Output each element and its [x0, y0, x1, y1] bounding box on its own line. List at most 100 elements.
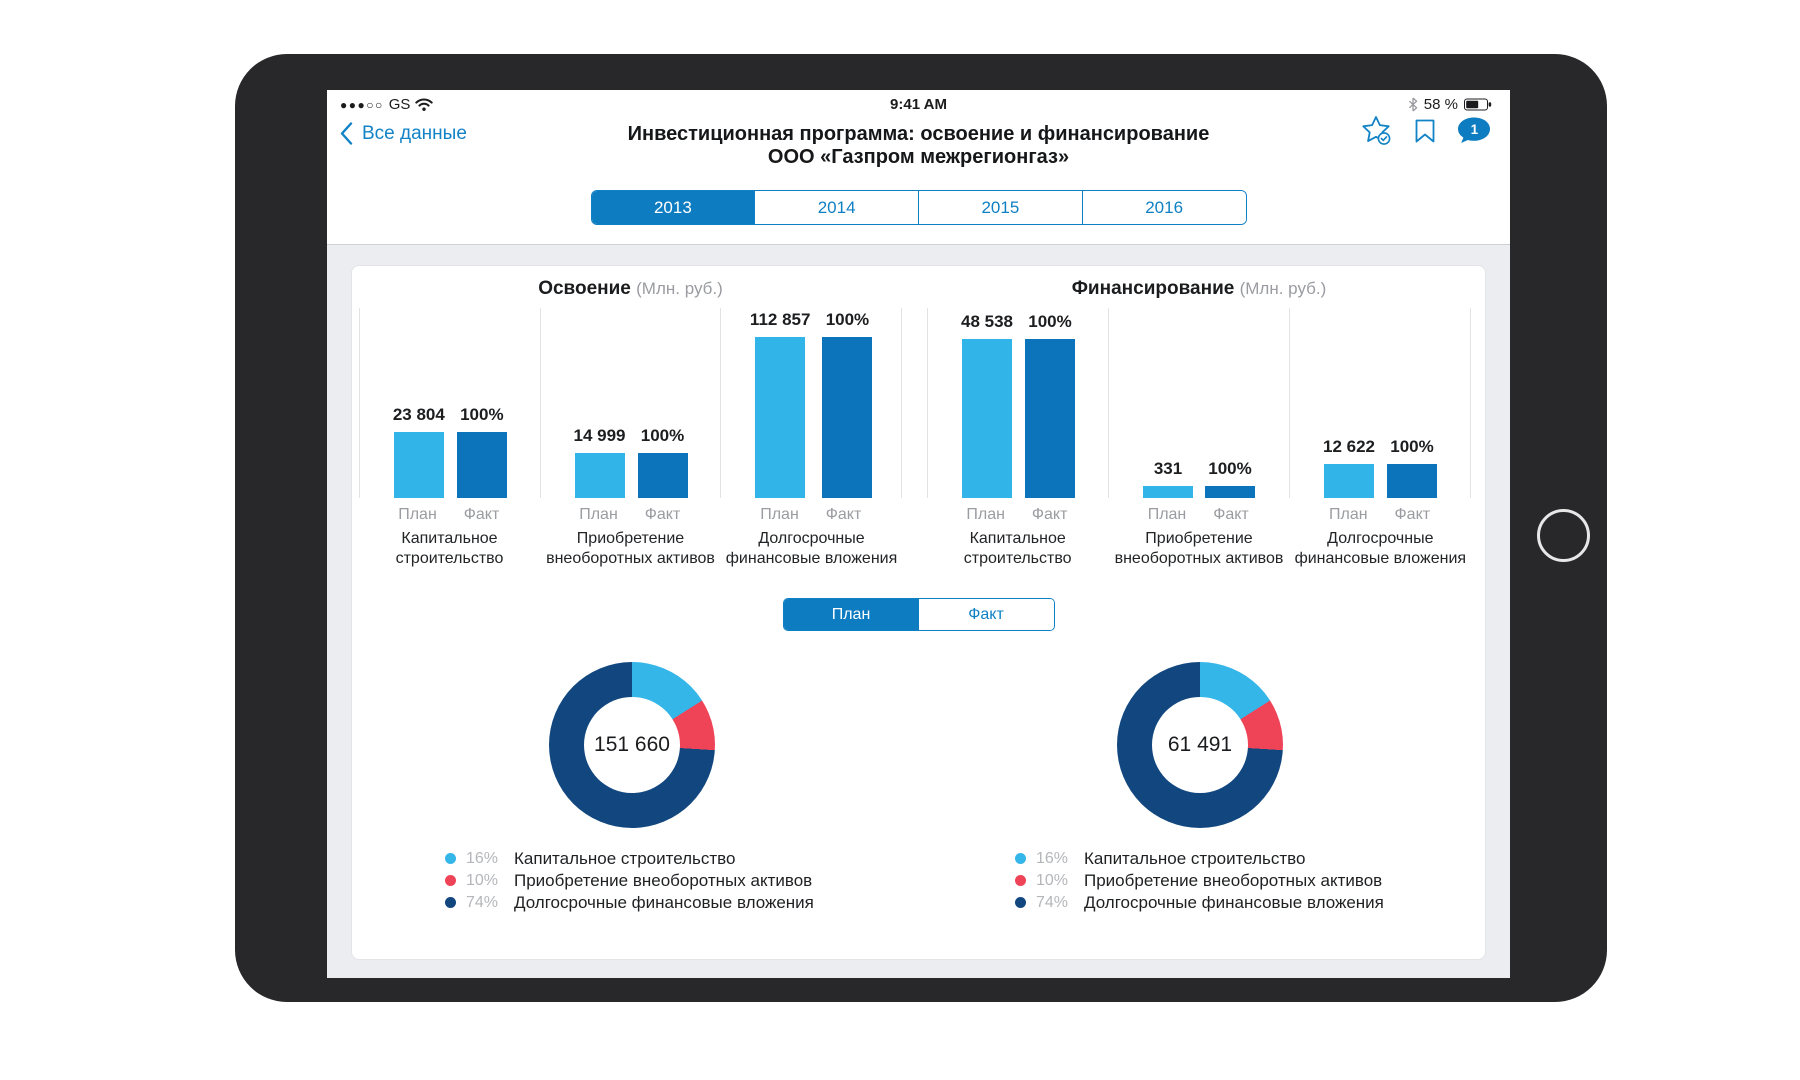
status-time: 9:41 AM — [890, 96, 947, 113]
bar-plot: 48 538 100% 331 100% 12 — [927, 308, 1471, 498]
bar-value-label: 100% — [1390, 437, 1434, 456]
legend-label: Приобретение внеоборотных активов — [514, 870, 813, 890]
bar-value-label: 100% — [1028, 312, 1072, 331]
toggle-option-fact[interactable]: Факт — [918, 599, 1054, 630]
legend-item: 16% Капитальное строительство — [1015, 848, 1384, 868]
page-title-line1: Инвестиционная программа: освоение и фин… — [627, 123, 1210, 145]
donut-chart-osvoenie[interactable]: 151 660 — [549, 662, 715, 828]
comment-count-badge: 1 — [1471, 122, 1479, 137]
legend-item: 74% Долгосрочные финансовые вложения — [1015, 892, 1384, 912]
legend-dot-red — [445, 875, 456, 886]
bar-fact[interactable] — [1205, 486, 1255, 498]
legend-dot-blue — [445, 853, 456, 864]
donut-legend-right: 16% Капитальное строительство 10% Приобр… — [1015, 848, 1384, 912]
bar-plan[interactable] — [393, 432, 444, 498]
tab-year-2015[interactable]: 2015 — [918, 191, 1082, 224]
home-button[interactable] — [1537, 509, 1590, 562]
chart-unit: (Млн. руб.) — [1239, 279, 1327, 298]
bar-value-label: 100% — [460, 405, 504, 424]
donut-center-value: 61 491 — [1152, 697, 1248, 793]
category-labels: Капитальное строительство Приобретение в… — [395, 530, 898, 567]
series-axis-labels: План Факт План Факт План Факт — [398, 506, 862, 523]
legend-percent: 74% — [1036, 893, 1069, 911]
bar-plan[interactable] — [1324, 464, 1374, 498]
content-area: Освоение (Млн. руб.) 23 804 100% 14 999 — [327, 245, 1510, 978]
bar-plan[interactable] — [574, 453, 625, 498]
legend-label: Долгосрочные финансовые вложения — [514, 892, 814, 912]
bar-value-label: 331 — [1153, 459, 1183, 478]
page-title-line2: ООО «Газпром межрегионгаз» — [767, 146, 1070, 168]
legend-percent: 10% — [1036, 871, 1069, 889]
donut-legend-left: 16% Капитальное строительство 10% Приобр… — [445, 848, 814, 912]
bar-plot: 23 804 100% 14 999 100% — [359, 308, 903, 498]
bar-value-label: 100% — [1208, 459, 1252, 478]
status-bar-left: ●●●○○ GS — [340, 96, 434, 113]
legend-dot-red — [1015, 875, 1026, 886]
bar-plan[interactable] — [1143, 486, 1193, 498]
favorite-star-check-icon[interactable] — [1361, 115, 1394, 146]
back-button[interactable]: Все данные — [340, 122, 467, 145]
legend-dot-navy — [1015, 897, 1026, 908]
bar-fact[interactable] — [456, 432, 507, 498]
legend-label: Капитальное строительство — [1084, 848, 1306, 868]
bar-value-label: 112 857 — [749, 310, 811, 329]
bar-chart-osvoenie: Освоение (Млн. руб.) 23 804 100% 14 999 — [359, 274, 903, 569]
bar-plan[interactable] — [755, 337, 806, 498]
tab-year-2014[interactable]: 2014 — [754, 191, 918, 224]
bar-value-label: 12 622 — [1323, 437, 1375, 456]
legend-item: 10% Приобретение внеоборотных активов — [445, 870, 814, 890]
legend-percent: 10% — [466, 871, 499, 889]
series-axis-labels: План Факт План Факт План Факт — [966, 506, 1431, 523]
legend-label: Долгосрочные финансовые вложения — [1084, 892, 1384, 912]
legend-percent: 16% — [1036, 849, 1069, 867]
tablet-bezel: ●●●○○ GS 9:41 AM 58 % — [235, 54, 1607, 1002]
legend-label: Приобретение внеоборотных активов — [1084, 870, 1383, 890]
legend-percent: 16% — [466, 849, 499, 867]
comment-bubble-icon[interactable]: 1 — [1456, 117, 1491, 144]
bar-plan[interactable] — [962, 339, 1012, 498]
tab-year-2013[interactable]: 2013 — [591, 191, 755, 224]
battery-icon — [1464, 98, 1492, 111]
app-screen: ●●●○○ GS 9:41 AM 58 % — [327, 90, 1510, 978]
bluetooth-icon — [1408, 97, 1418, 112]
bar-value-label: 14 999 — [573, 426, 626, 445]
donut-chart-finansirovanie[interactable]: 61 491 — [1117, 662, 1283, 828]
bar-value-label: 48 538 — [961, 312, 1013, 331]
carrier-label: GS — [388, 96, 411, 113]
year-tabs: 2013 2014 2015 2016 — [590, 190, 1247, 225]
tab-year-2016[interactable]: 2016 — [1081, 191, 1246, 224]
signal-strength-icon: ●●●○○ — [340, 97, 384, 112]
legend-item: 74% Долгосрочные финансовые вложения — [445, 892, 814, 912]
bar-fact[interactable] — [822, 337, 873, 498]
legend-item: 16% Капитальное строительство — [445, 848, 814, 868]
wifi-icon — [415, 98, 434, 111]
category-labels: Капитальное строительство Приобретение в… — [963, 530, 1467, 567]
bookmark-icon[interactable] — [1415, 119, 1435, 143]
plan-fact-toggle: План Факт — [782, 598, 1055, 631]
bar-fact[interactable] — [1025, 339, 1075, 498]
status-bar-right: 58 % — [1408, 96, 1492, 113]
bar-value-label: 100% — [640, 426, 685, 445]
header: ●●●○○ GS 9:41 AM 58 % — [327, 90, 1510, 245]
battery-percent-label: 58 % — [1423, 96, 1458, 113]
chart-title: Финансирование (Млн. руб.) — [1071, 278, 1327, 299]
chart-title: Освоение (Млн. руб.) — [538, 278, 723, 299]
back-label: Все данные — [362, 122, 467, 144]
bar-value-label: 100% — [825, 310, 870, 329]
header-action-icons: 1 — [1361, 115, 1491, 146]
page-title: Инвестиционная программа: освоение и фин… — [327, 123, 1510, 169]
bar-fact[interactable] — [637, 453, 688, 498]
legend-dot-navy — [445, 897, 456, 908]
legend-label: Капитальное строительство — [514, 848, 736, 868]
legend-item: 10% Приобретение внеоборотных активов — [1015, 870, 1384, 890]
bar-fact[interactable] — [1387, 464, 1437, 498]
bar-chart-finansirovanie: Финансирование (Млн. руб.) 48 538 100% 3… — [927, 274, 1471, 569]
bar-value-label: 23 804 — [392, 405, 445, 424]
chart-unit: (Млн. руб.) — [636, 279, 723, 298]
dashboard-card: Освоение (Млн. руб.) 23 804 100% 14 999 — [351, 265, 1486, 960]
legend-percent: 74% — [466, 893, 499, 911]
toggle-option-plan[interactable]: План — [783, 599, 919, 630]
chevron-left-icon — [340, 122, 353, 145]
donut-center-value: 151 660 — [584, 697, 680, 793]
legend-dot-blue — [1015, 853, 1026, 864]
